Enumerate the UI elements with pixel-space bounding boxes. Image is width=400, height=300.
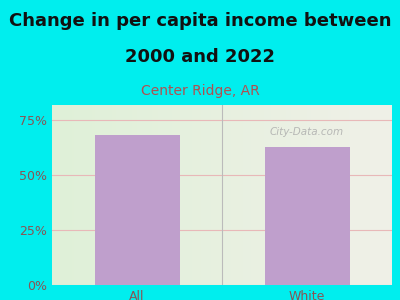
Bar [264,147,350,285]
Text: Center Ridge, AR: Center Ridge, AR [141,84,259,98]
Text: Change in per capita income between: Change in per capita income between [9,12,391,30]
Bar [94,135,180,285]
Text: City-Data.com: City-Data.com [270,127,344,137]
Text: 2000 and 2022: 2000 and 2022 [125,48,275,66]
